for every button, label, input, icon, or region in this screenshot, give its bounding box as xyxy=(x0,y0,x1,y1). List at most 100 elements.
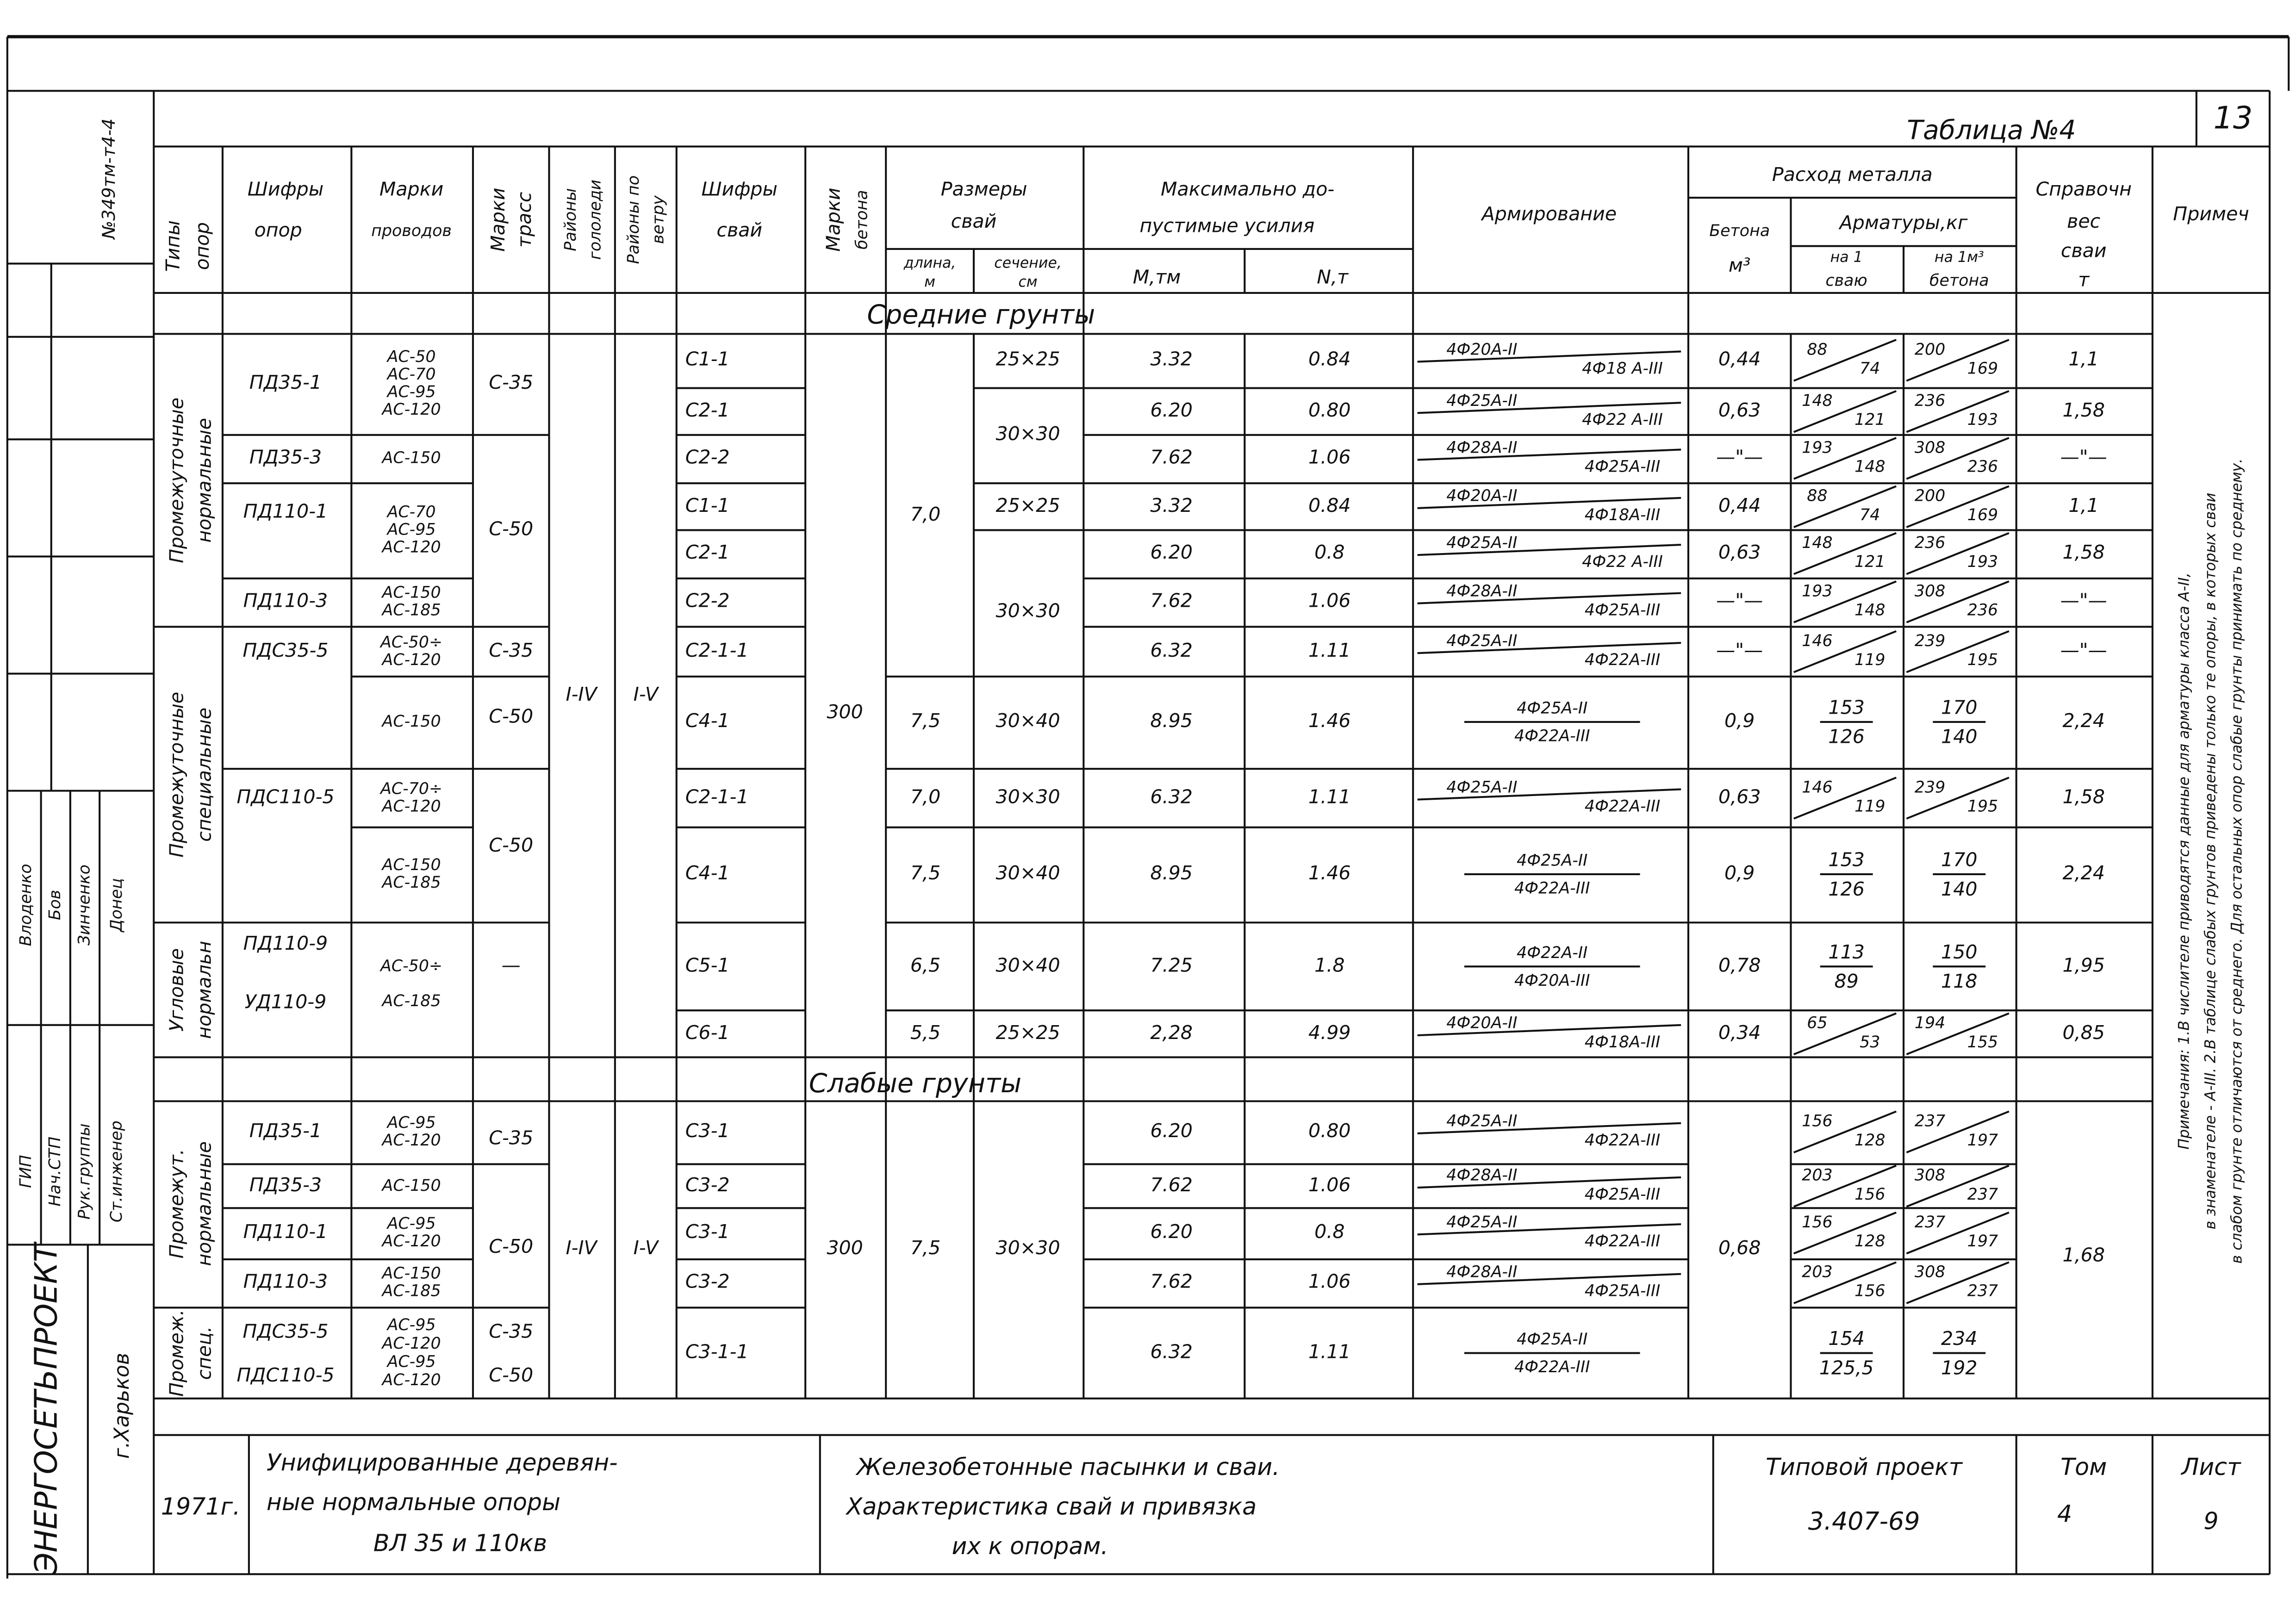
wire-mark: АС-150 xyxy=(381,856,441,874)
reinforcement: 4Ф28А-II xyxy=(1446,1166,1517,1185)
column-header: т xyxy=(2078,269,2090,291)
max-force: 0.8 xyxy=(1314,1220,1344,1243)
wire-mark: АС-185 xyxy=(381,992,441,1010)
reinforcement: 4Ф20А-II xyxy=(1446,487,1517,505)
reinforcement: 4Ф20А-II xyxy=(1446,340,1517,359)
max-moment: 7.62 xyxy=(1150,446,1193,468)
signer-name: Зинченко xyxy=(75,865,94,946)
rebar-per-m3: 236 xyxy=(1967,601,1998,619)
note: в знаменателе - А-III. 2.В таблице слабы… xyxy=(2202,493,2219,1230)
rule xyxy=(1793,1164,1897,1208)
document-title: ные нормальные опоры xyxy=(267,1488,560,1516)
concrete-volume: —"— xyxy=(1716,639,1763,661)
max-moment: 2,28 xyxy=(1150,1021,1193,1044)
concrete-mark: 300 xyxy=(827,1237,863,1259)
reinforcement: 4Ф22А-III xyxy=(1585,651,1661,669)
note: Примечания: 1.В числителе приводятся дан… xyxy=(2176,572,2193,1150)
wire-mark: АС-120 xyxy=(381,1131,441,1150)
rule xyxy=(1417,1176,1681,1189)
pile-code: С3-2 xyxy=(685,1270,730,1293)
support-type: нормальные xyxy=(193,1141,216,1266)
rule xyxy=(1793,1110,1897,1154)
wire-mark: АС-185 xyxy=(381,1282,441,1300)
rebar-per-m3: 200 xyxy=(1915,340,1945,359)
column-header: вес xyxy=(2067,210,2101,232)
pile-code: С2-2 xyxy=(685,446,730,468)
rebar-per-m3: 169 xyxy=(1967,506,1998,524)
column-header: Шифры xyxy=(248,178,324,200)
support-type: нормальные xyxy=(193,418,216,543)
column-header: Типы xyxy=(162,220,184,272)
rebar-per-pile: 88 xyxy=(1807,487,1827,505)
column-header: Примеч xyxy=(2173,203,2249,225)
max-moment: 6.20 xyxy=(1150,541,1193,563)
column-header: сваю xyxy=(1826,272,1867,290)
column-header: гололеди xyxy=(586,180,605,260)
rebar-per-m3: 140 xyxy=(1941,726,1978,748)
max-force: 1.8 xyxy=(1314,954,1344,976)
max-moment: 8.95 xyxy=(1150,862,1193,884)
route-mark: С-50 xyxy=(489,1364,533,1386)
pile-code: С2-2 xyxy=(685,589,730,611)
rule xyxy=(1417,592,1681,604)
rule xyxy=(1906,339,2010,382)
max-moment: 3.32 xyxy=(1150,494,1193,516)
pile-length: 7,5 xyxy=(910,709,940,732)
column-header: свай xyxy=(951,210,997,232)
wire-mark: АС-70÷ xyxy=(380,779,442,798)
rule xyxy=(1793,580,1897,623)
rebar-per-m3: 236 xyxy=(1915,534,1945,552)
wire-mark: АС-120 xyxy=(381,1334,441,1353)
pile-weight: 1,58 xyxy=(2062,785,2105,808)
column-header: ветру xyxy=(649,195,668,244)
reinforcement: 4Ф22 А-III xyxy=(1582,553,1663,571)
rule xyxy=(1793,1012,1897,1056)
rebar-per-pile: 74 xyxy=(1860,506,1880,524)
max-moment: 6.20 xyxy=(1150,1120,1193,1142)
rebar-per-m3: 237 xyxy=(1967,1185,1998,1204)
support-type: Промежуточные xyxy=(165,692,187,858)
concrete-volume: 0,63 xyxy=(1718,785,1761,808)
max-force: 0.84 xyxy=(1308,348,1351,370)
concrete-volume: 0,78 xyxy=(1718,954,1761,976)
support-type: специальные xyxy=(193,708,216,842)
max-force: 1.46 xyxy=(1308,862,1351,884)
table-title: Таблица №4 xyxy=(1907,115,2076,145)
rebar-per-pile: 148 xyxy=(1854,601,1885,619)
max-force: 1.11 xyxy=(1308,639,1351,661)
max-force: 4.99 xyxy=(1308,1021,1351,1044)
rule xyxy=(1417,1223,1681,1236)
rebar-per-m3: 237 xyxy=(1967,1282,1998,1300)
rebar-per-m3: 195 xyxy=(1967,651,1998,669)
reinforcement: 4Ф18А-III xyxy=(1585,506,1661,524)
reinforcement: 4Ф22А-III xyxy=(1585,797,1661,815)
rebar-per-pile: 126 xyxy=(1828,878,1865,900)
pile-weight: 2,24 xyxy=(2062,862,2105,884)
column-header: N,т xyxy=(1317,266,1349,288)
rebar-per-m3: 239 xyxy=(1915,632,1945,650)
max-moment: 7.25 xyxy=(1150,954,1193,976)
rebar-per-m3: 170 xyxy=(1941,848,1978,871)
page-number: 13 xyxy=(2214,100,2253,136)
rebar-per-pile: 154 xyxy=(1828,1327,1865,1350)
concrete-volume: 0,63 xyxy=(1718,399,1761,421)
pile-code: С1-1 xyxy=(685,494,730,516)
pile-weight: 1,58 xyxy=(2062,399,2105,421)
rebar-per-m3: 236 xyxy=(1967,457,1998,476)
pile-section: 25×25 xyxy=(996,494,1060,516)
max-force: 1.06 xyxy=(1308,446,1351,468)
column-header: Марки xyxy=(487,188,509,252)
reinforcement: 4Ф18А-III xyxy=(1585,1033,1661,1052)
pile-code: С4-1 xyxy=(685,862,730,884)
rule xyxy=(1793,630,1897,673)
reinforcement: 4Ф25А-III xyxy=(1585,601,1661,619)
rebar-per-m3: 140 xyxy=(1941,878,1978,900)
rebar-per-pile: 156 xyxy=(1802,1213,1832,1232)
wind-region: I-V xyxy=(634,1237,660,1259)
max-moment: 7.62 xyxy=(1150,589,1193,611)
pile-code: С3-1 xyxy=(685,1120,730,1142)
rebar-per-pile: 113 xyxy=(1828,941,1865,963)
rebar-per-pile: 156 xyxy=(1854,1282,1885,1300)
rebar-per-pile: 53 xyxy=(1860,1033,1880,1052)
rule xyxy=(1417,350,1681,363)
